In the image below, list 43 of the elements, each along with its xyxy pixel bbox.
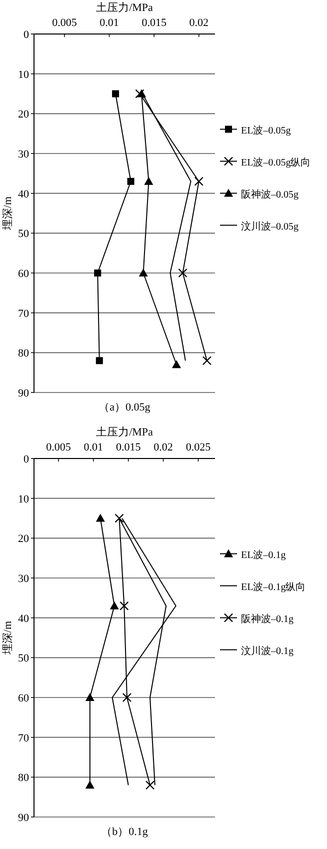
y-tick-label: 0: [24, 29, 30, 41]
y-tick-label: 60: [18, 268, 30, 280]
y-tick-label: 60: [18, 692, 30, 704]
x-tick-label: 0.02: [154, 442, 173, 454]
legend-label: EL波–0.05g纵向: [241, 156, 311, 168]
y-tick-label: 40: [18, 188, 30, 200]
x-tick-label: 0.005: [46, 442, 72, 454]
y-tick-label: 10: [18, 493, 30, 506]
y-tick-label: 80: [18, 772, 30, 784]
x-tick-label: 0.01: [100, 17, 119, 29]
y-tick-label: 40: [18, 612, 30, 625]
y-tick-label: 70: [18, 308, 30, 320]
y-tick-label: 30: [18, 573, 30, 585]
text: （b）0.1g: [101, 826, 148, 838]
legend-label: 汶川波–0.05g: [241, 220, 298, 232]
x-axis-title: 土压力/MPa: [96, 426, 154, 438]
legend-label: 阪神波–0.1g: [241, 612, 294, 625]
y-axis-title: 埋深/m: [2, 196, 14, 232]
x-tick-label: 0.015: [116, 442, 142, 454]
y-tick-label: 90: [18, 388, 30, 400]
y-tick-label: 30: [18, 148, 30, 160]
legend-label: EL波–0.1g纵向: [241, 580, 306, 593]
y-tick-label: 50: [18, 228, 30, 240]
y-tick-label: 0: [24, 454, 30, 466]
y-tick-label: 20: [18, 533, 30, 546]
y-tick-label: 80: [18, 348, 30, 360]
y-axis-title: 埋深/m: [2, 620, 14, 656]
y-tick-label: 20: [18, 108, 30, 121]
legend-label: EL波–0.05g: [241, 124, 291, 136]
text: （a）0.05g: [98, 402, 151, 414]
x-tick-label: 0.025: [186, 442, 212, 454]
x-tick-label: 0.01: [84, 442, 104, 454]
legend-label: 阪神波–0.05g: [241, 188, 298, 200]
legend-label: 汶川波–0.1g: [241, 644, 294, 657]
x-tick-label: 0.015: [142, 17, 167, 29]
legend-label: EL波–0.1g: [241, 548, 286, 561]
y-tick-label: 90: [18, 812, 30, 824]
x-axis-title: 土压力/MPa: [96, 1, 154, 14]
y-tick-label: 70: [18, 732, 30, 744]
y-tick-label: 50: [18, 652, 30, 665]
x-tick-label: 0.02: [189, 17, 208, 29]
x-tick-label: 0.005: [52, 17, 78, 29]
y-tick-label: 10: [18, 68, 30, 81]
